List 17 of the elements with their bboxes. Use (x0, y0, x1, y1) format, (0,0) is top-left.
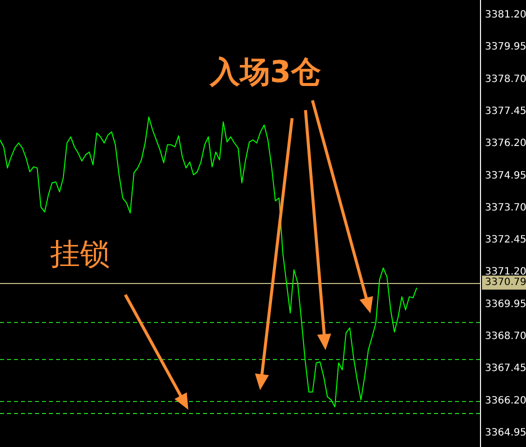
ref-line-label: 3370.79 (485, 277, 526, 288)
y-tick-label: 3376.20 (485, 138, 526, 150)
y-tick-label: 3374.95 (485, 170, 526, 182)
y-tick-label: 3381.20 (485, 10, 526, 21)
annotation: 挂锁 (50, 237, 110, 272)
y-tick-label: 3378.70 (485, 74, 526, 85)
y-tick-label: 3379.95 (485, 42, 526, 53)
annotation: 入场3仓 (210, 55, 321, 90)
y-tick-label: 3371.20 (485, 266, 526, 278)
y-tick-label: 3366.20 (485, 395, 526, 406)
y-tick-label: 3377.45 (485, 106, 526, 117)
y-tick-label: 3367.45 (485, 363, 526, 374)
y-tick-label: 3369.95 (485, 298, 526, 310)
y-tick-label: 3372.45 (485, 234, 526, 246)
y-tick-label: 3368.70 (485, 331, 526, 342)
y-tick-label: 3364.95 (485, 427, 526, 438)
y-tick-label: 3373.70 (485, 202, 526, 214)
